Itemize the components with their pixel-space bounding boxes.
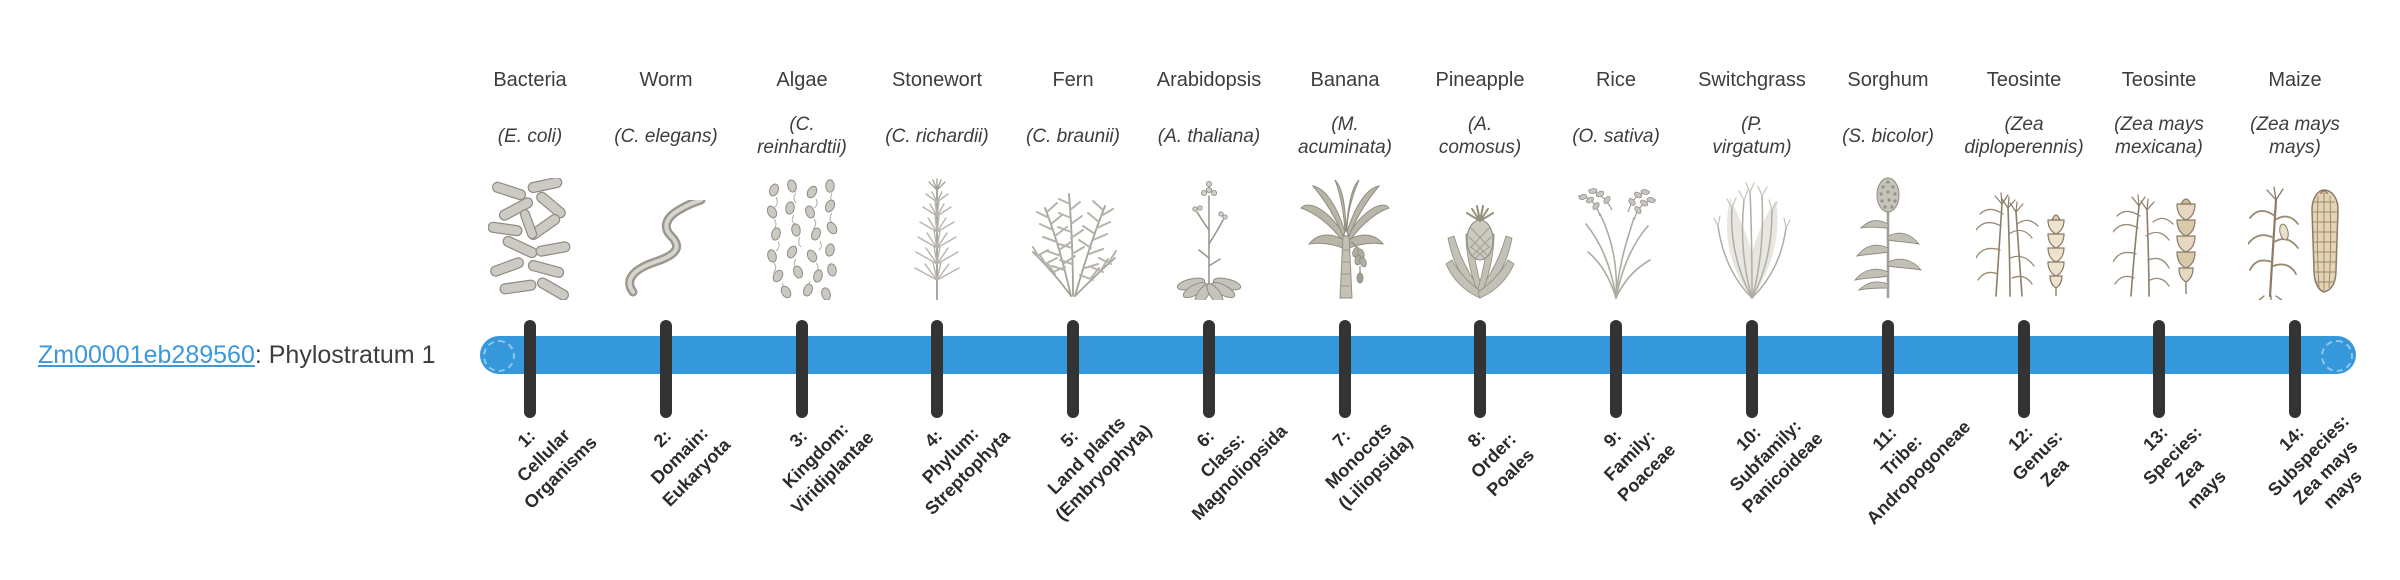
common-name-label: Teosinte [1986, 69, 2062, 91]
common-name-label: Maize [2268, 69, 2322, 91]
gene-id-link[interactable]: Zm00001eb289560 [38, 341, 255, 369]
tick-mark [2153, 320, 2165, 418]
banana-icon [1300, 179, 1390, 299]
bacteria-icon [488, 178, 571, 300]
teosinte-mexicana-icon [2113, 194, 2196, 297]
common-name-label: Sorghum [1847, 69, 1929, 91]
common-name-label: Algae [776, 69, 828, 91]
scientific-name-label: (A. comosus) [1438, 114, 1522, 158]
maize-icon [2248, 186, 2339, 300]
tick-mark [2289, 320, 2301, 418]
scientific-name-label: (Zea diploperennis) [1964, 114, 2084, 158]
taxon-column-worm: Worm (C. elegans) 2: Domain: Eukaryota [596, 0, 736, 580]
bar-right-cap-arc [2321, 340, 2353, 372]
taxon-column-banana: Banana (M. acuminata) [1275, 0, 1416, 580]
tick-mark [931, 320, 943, 418]
taxon-column-rice: Rice (O. sativa) [1546, 0, 1686, 580]
sorghum-icon [1853, 177, 1923, 298]
tick-mark [796, 320, 808, 418]
taxon-column-teosinte-diploperennis: Teosinte (Zea diploperennis) [1954, 0, 2094, 580]
taxon-column-fern: Fern (C. braunii) [1003, 0, 1155, 580]
bar-left-cap-arc [483, 340, 515, 372]
rice-icon [1577, 188, 1657, 299]
taxon-column-maize: Maize (Zea mays mays) [2225, 0, 2366, 580]
tick-mark [524, 320, 536, 418]
scientific-name-label: (Zea mays mexicana) [2114, 114, 2204, 158]
common-name-label: Bacteria [493, 69, 567, 91]
scientific-name-label: (C. reinhardtii) [757, 114, 847, 158]
scientific-name-label: (M. acuminata) [1298, 114, 1392, 158]
scientific-name-label: (Zea mays mays) [2250, 114, 2340, 158]
fern-icon [1032, 193, 1117, 297]
taxon-column-switchgrass: Switchgrass (P. virgatum) 10: [1682, 0, 1827, 580]
common-name-label: Worm [639, 69, 693, 91]
common-name-label: Rice [1595, 69, 1636, 91]
timeline-bar [480, 336, 2356, 374]
scientific-name-label: (S. bicolor) [1842, 125, 1934, 147]
scientific-name-label: (C. elegans) [614, 125, 718, 147]
tick-mark [660, 320, 672, 418]
tick-mark [1474, 320, 1486, 418]
teosinte-diploperennis-icon [1976, 192, 2065, 297]
taxon-column-arabidopsis: Arabidopsis (A. thaliana) [1139, 0, 1291, 580]
phylostratum-text: : Phylostratum 1 [254, 341, 436, 369]
tick-mark [1610, 320, 1622, 418]
scientific-name-label: (E. coli) [497, 125, 563, 147]
taxon-column-sorghum: Sorghum (S. bicolor) [1818, 0, 1974, 580]
tick-mark [1882, 320, 1894, 418]
taxon-column-pineapple: Pineapple (A. comosus) [1410, 0, 1550, 580]
tick-mark [1067, 320, 1079, 418]
stonewort-icon [914, 178, 960, 300]
tick-mark [1339, 320, 1351, 418]
scientific-name-label: (C. braunii) [1026, 125, 1120, 147]
algae-icon [766, 179, 838, 300]
common-name-label: Stonewort [891, 69, 983, 91]
scientific-name-label: (A. thaliana) [1157, 125, 1261, 147]
worm-icon [625, 200, 706, 297]
common-name-label: Arabidopsis [1156, 69, 1262, 91]
common-name-label: Teosinte [2121, 69, 2197, 91]
gene-label: Zm00001eb289560: Phylostratum 1 [38, 341, 436, 370]
common-name-label: Switchgrass [1698, 69, 1806, 91]
tick-mark [1203, 320, 1215, 418]
scientific-name-label: (C. richardii) [885, 125, 989, 147]
common-name-label: Fern [1052, 69, 1094, 91]
pineapple-icon [1445, 205, 1515, 299]
tick-mark [1746, 320, 1758, 418]
taxon-column-algae: Algae (C. reinhardtii) [732, 0, 877, 580]
taxon-column-teosinte-mexicana: Teosinte (Zea mays mexicana) [2089, 0, 2230, 580]
taxon-column-bacteria: Bacteria (E. coli) [460, 0, 601, 580]
scientific-name-label: (P. virgatum) [1712, 114, 1792, 158]
tick-mark [2018, 320, 2030, 418]
taxon-column-stonewort: Stonewort (C. richardii) 4: Phylum: Stre… [867, 0, 1013, 580]
switchgrass-icon [1713, 182, 1791, 299]
arabidopsis-icon [1176, 180, 1242, 300]
common-name-label: Banana [1310, 69, 1380, 91]
common-name-label: Pineapple [1435, 69, 1525, 91]
scientific-name-label: (O. sativa) [1572, 125, 1660, 147]
